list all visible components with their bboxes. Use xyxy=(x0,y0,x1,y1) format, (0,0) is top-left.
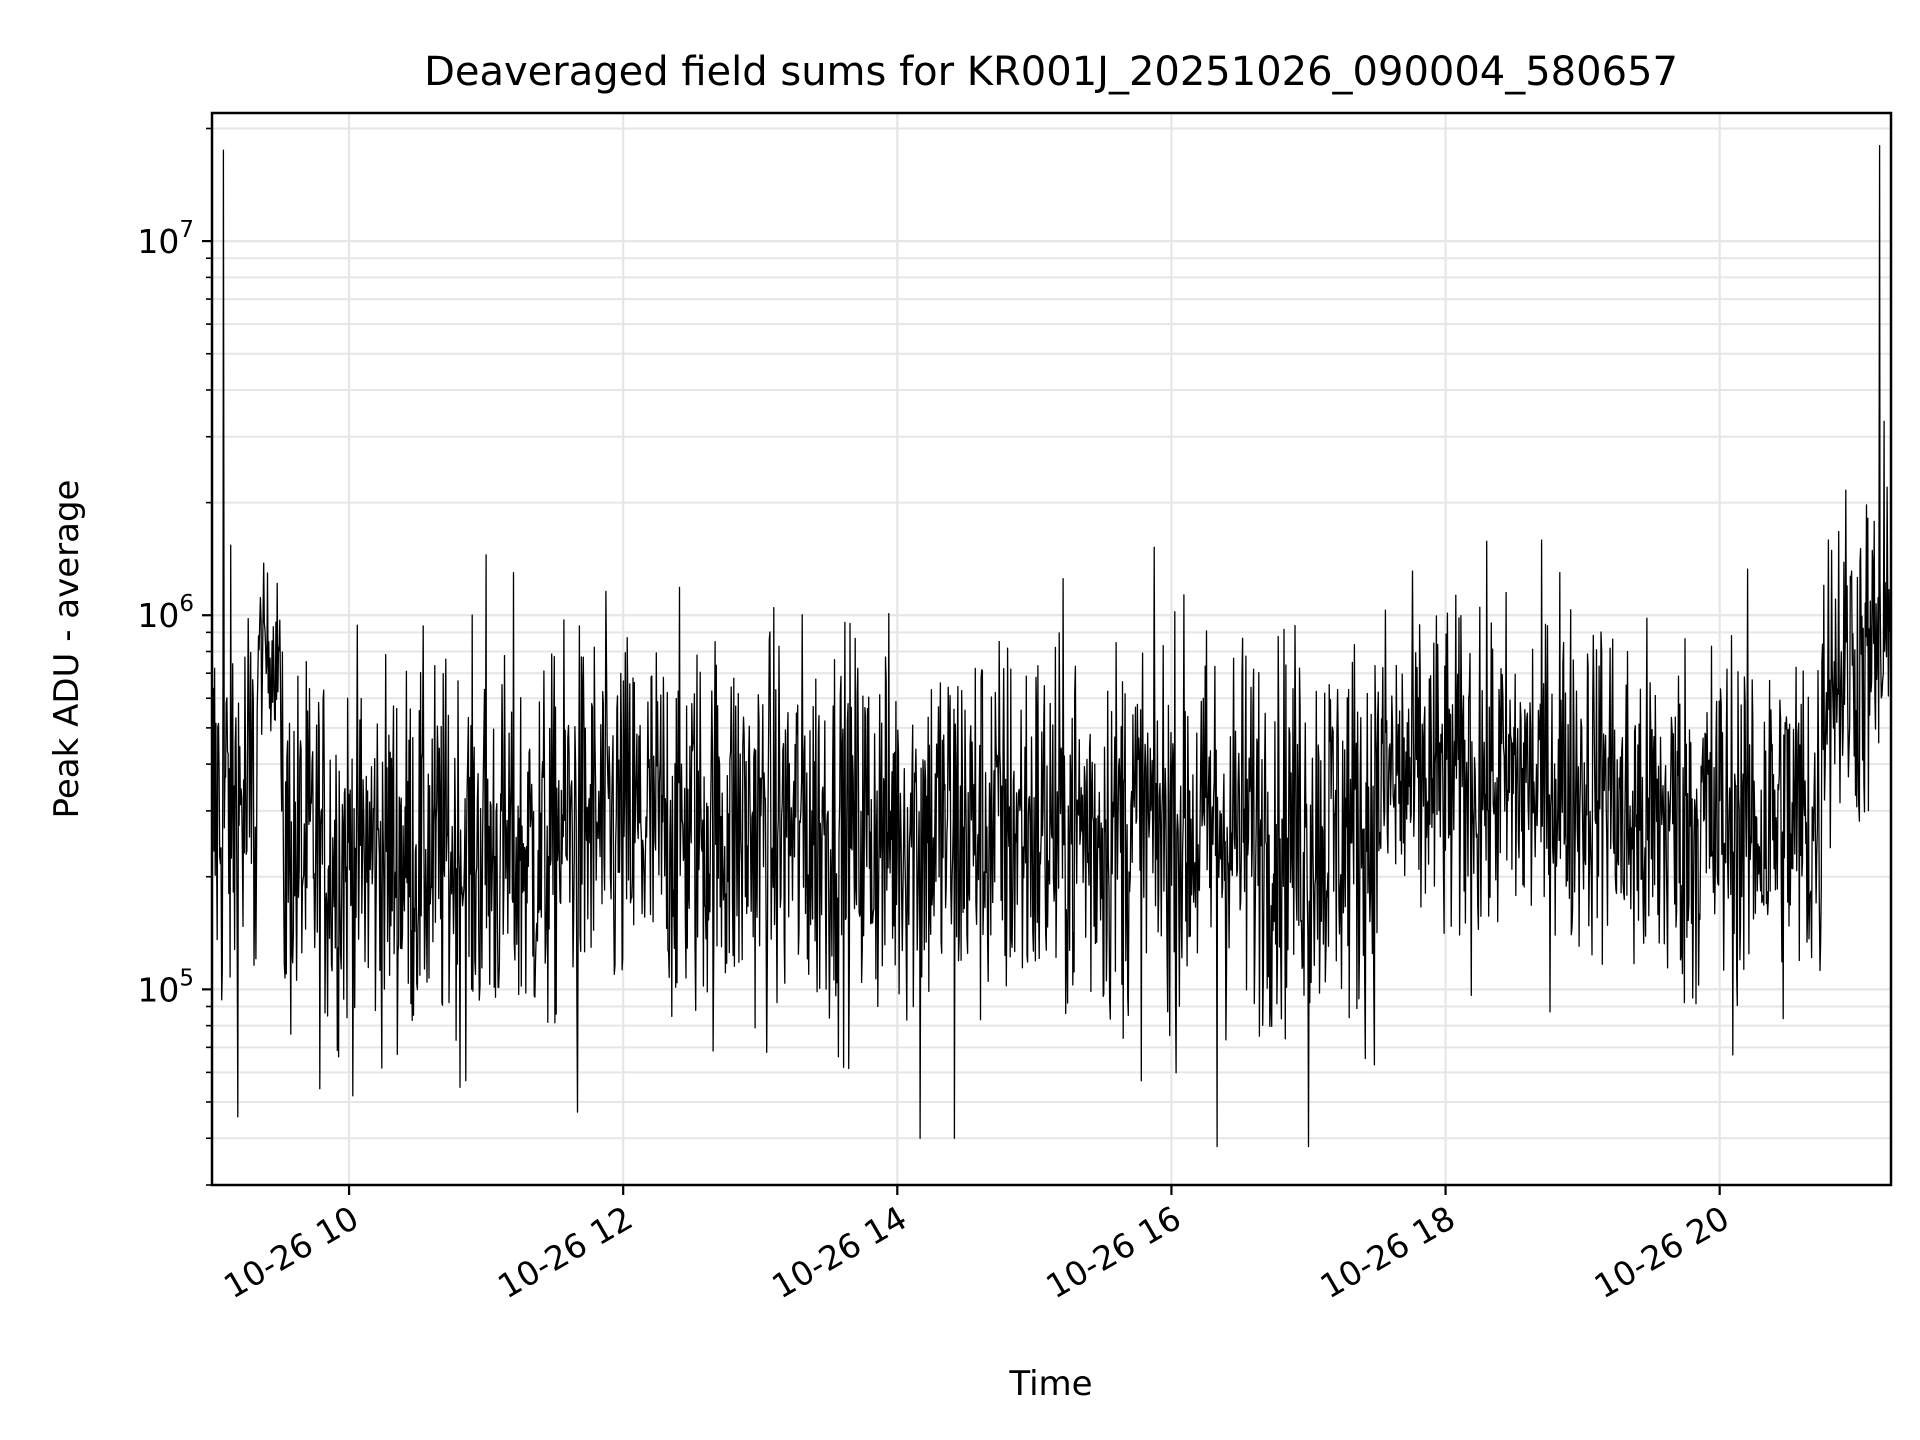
series-line xyxy=(212,144,1891,1148)
x-tick-label: 10-26 18 xyxy=(1314,1198,1462,1306)
y-axis-label: Peak ADU - average xyxy=(47,480,87,819)
x-tick-label: 10-26 12 xyxy=(491,1198,639,1306)
y-tick-exponent: 7 xyxy=(179,217,194,243)
x-tick-label: 10-26 16 xyxy=(1039,1198,1187,1306)
y-tick-exponent: 6 xyxy=(179,591,194,617)
x-axis-label: Time xyxy=(1008,1364,1092,1404)
grid-lines xyxy=(212,113,1891,1186)
x-tick-label: 10-26 10 xyxy=(217,1198,365,1306)
x-tick-label: 10-26 14 xyxy=(765,1198,913,1306)
y-tick-exponent: 5 xyxy=(179,965,194,991)
x-tick-label: 10-26 20 xyxy=(1588,1198,1736,1306)
plot-frame xyxy=(210,111,1893,1187)
y-tick-label: 105 xyxy=(137,965,194,1009)
x-axis: 10-26 10 10-26 12 10-26 14 10-26 16 10-26 18… xyxy=(217,1185,1736,1306)
y-tick-label: 106 xyxy=(137,591,194,635)
y-tick-base: 10 xyxy=(137,222,179,261)
y-tick-base: 10 xyxy=(137,970,179,1009)
chart-title: Deaveraged field sums for KR001J_2025102… xyxy=(424,49,1678,95)
y-tick-base: 10 xyxy=(137,596,179,635)
series-group xyxy=(212,144,1891,1148)
y-tick-label: 107 xyxy=(137,217,194,261)
